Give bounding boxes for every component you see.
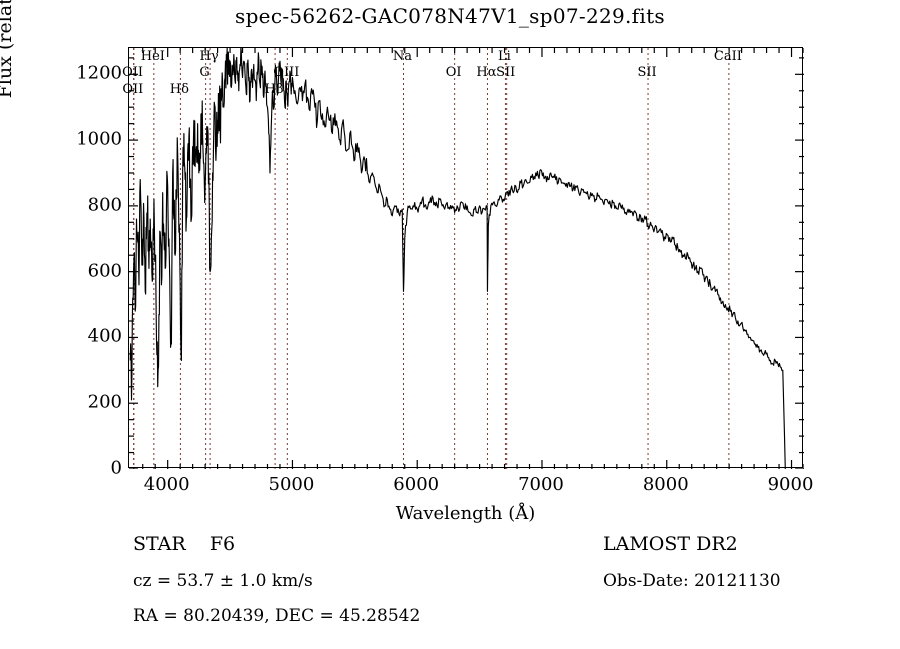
x-tick-label: 7000	[518, 474, 564, 495]
obs-date-label: Obs-Date: 20121130	[603, 571, 781, 591]
y-tick-label: 200	[87, 391, 122, 413]
x-tick-label: 5000	[268, 474, 315, 495]
y-axis-label: Flux (relative)	[0, 0, 16, 99]
flux-trace	[129, 47, 786, 470]
spectral-line-label: OI	[445, 65, 462, 80]
x-tick-label: 6000	[393, 474, 440, 495]
object-type-label: STAR F6	[133, 533, 236, 555]
x-tick-label: 9000	[767, 474, 814, 495]
x-tick-label: 4000	[143, 474, 190, 495]
spectral-line-label: SII	[496, 65, 516, 80]
spectral-line-label: SII	[637, 65, 657, 80]
spectral-line-label: OII	[122, 82, 144, 97]
spectral-line-label: Li	[498, 49, 511, 64]
figure-title: spec-56262-GAC078N47V1_sp07-229.fits	[235, 4, 665, 28]
y-tick-label: 1200	[76, 62, 122, 84]
x-axis-label: Wavelength (Å)	[395, 503, 536, 524]
y-tick-label: 0	[110, 457, 122, 479]
spectral-line-label: OII	[122, 65, 144, 80]
spectral-line-label: Hβ	[264, 82, 284, 97]
y-tick-label: 800	[87, 194, 122, 216]
spectral-line-label: Hδ	[169, 82, 189, 97]
y-axis-ticks: 0 200 400 600 800 1000 1200	[0, 0, 122, 479]
y-tick-label: 400	[87, 325, 122, 347]
spectral-line-label: G	[199, 65, 210, 80]
survey-label: LAMOST DR2	[603, 533, 738, 555]
coordinates-label: RA = 80.20439, DEC = 45.28542	[133, 606, 421, 626]
spectrum-plot-svg	[129, 47, 805, 470]
spectral-line-label: HeI	[140, 49, 165, 64]
spectral-line-label: OIII	[273, 65, 300, 80]
spectrum-canvas	[129, 47, 805, 470]
x-tick-label: 8000	[642, 474, 689, 495]
redshift-velocity-label: cz = 53.7 ± 1.0 km/s	[133, 571, 313, 591]
y-tick-label: 600	[87, 260, 122, 282]
y-tick-label: 1000	[76, 128, 122, 150]
spectral-line-label: Hα	[476, 65, 497, 80]
plot-area	[128, 47, 805, 470]
spectral-line-label: Na	[392, 49, 413, 64]
spectral-line-label: CaII	[713, 49, 742, 64]
spectral-line-label: Hγ	[199, 49, 219, 64]
